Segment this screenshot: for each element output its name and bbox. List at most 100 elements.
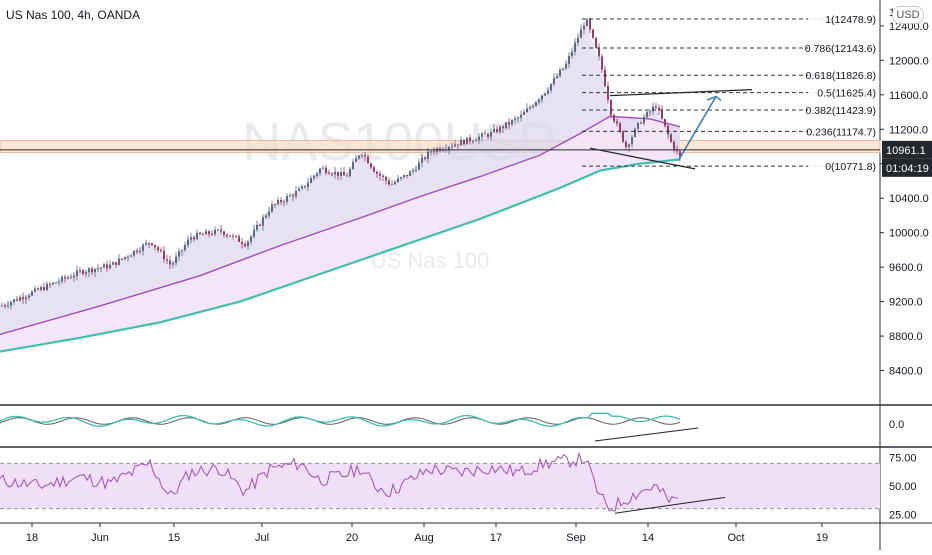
candle-body <box>355 158 357 162</box>
fib-label-bg <box>808 12 878 27</box>
candle-body <box>580 29 582 38</box>
time-tick-label: Oct <box>727 532 744 544</box>
candle-body <box>325 167 327 173</box>
candle-body <box>34 288 36 292</box>
candle-body <box>28 295 30 298</box>
candle-body <box>337 171 339 176</box>
candle-body <box>253 229 255 237</box>
candle-body <box>208 231 210 235</box>
candle-body <box>121 258 123 260</box>
candle-body <box>622 131 624 142</box>
candle-body <box>634 128 636 138</box>
candle-body <box>175 256 177 264</box>
candle-body <box>499 126 501 133</box>
candle-body <box>178 251 180 257</box>
fib-label-bg <box>808 68 878 83</box>
time-tick-label: 19 <box>816 532 828 544</box>
candle-body <box>265 215 267 218</box>
candle-body <box>244 244 246 247</box>
candle-body <box>133 250 135 256</box>
candle-body <box>169 260 171 265</box>
candle-body <box>316 173 318 176</box>
fib-label: 0.786(12143.6) <box>805 43 876 55</box>
candle-body <box>490 132 492 137</box>
candle-body <box>613 115 615 122</box>
candle-body <box>256 224 258 230</box>
candle-body <box>307 182 309 187</box>
candle-body <box>328 172 330 174</box>
candle-body <box>19 297 21 301</box>
candle-body <box>448 147 450 150</box>
candle-body <box>538 99 540 103</box>
candle-body <box>235 235 237 237</box>
candle-body <box>199 232 201 235</box>
candle-body <box>511 119 513 125</box>
candle-body <box>379 173 381 176</box>
candle-body <box>472 141 474 143</box>
candle-body <box>535 102 537 107</box>
candle-body <box>232 235 234 237</box>
candle-body <box>481 133 483 137</box>
price-tick-label: 11600.0 <box>889 90 928 102</box>
oscillator-line <box>0 412 681 427</box>
candle-body <box>16 299 18 301</box>
candle-body <box>106 264 108 269</box>
candle-body <box>154 244 156 248</box>
candle-body <box>679 151 681 157</box>
price-tick-label: 8400.0 <box>889 366 923 378</box>
chart-title: US Nas 100, 4h, OANDA <box>6 8 141 22</box>
price-tick-label: 12000.0 <box>889 55 929 67</box>
candle-body <box>238 236 240 242</box>
candle-body <box>502 126 504 129</box>
candle-body <box>226 234 228 236</box>
current-price-label: 10961.1 <box>886 145 926 157</box>
candle-body <box>40 287 42 290</box>
candle-body <box>493 129 495 133</box>
candle-body <box>361 154 363 156</box>
candle-body <box>592 29 594 38</box>
candle-body <box>295 190 297 197</box>
candle-body <box>76 270 78 276</box>
candle-body <box>220 229 222 232</box>
candle-body <box>181 250 183 252</box>
candle-body <box>166 259 168 261</box>
candle-body <box>364 154 366 157</box>
fib-label: 0.236(11174.7) <box>806 126 876 138</box>
candle-body <box>262 217 264 226</box>
candle-body <box>13 299 15 303</box>
candle-body <box>298 188 300 191</box>
candle-body <box>409 171 411 177</box>
candle-body <box>382 175 384 177</box>
candle-body <box>280 200 282 203</box>
rsi-line <box>0 451 679 512</box>
divergence-trendline <box>589 147 696 170</box>
candle-body <box>676 149 678 152</box>
candle-body <box>619 123 621 132</box>
candle-body <box>460 139 462 146</box>
candle-body <box>514 118 516 120</box>
rsi-band <box>0 463 880 509</box>
time-tick-label: Aug <box>414 532 434 544</box>
countdown-label: 01:04:19 <box>886 163 929 175</box>
candle-body <box>157 247 159 251</box>
candle-body <box>286 196 288 202</box>
time-tick-label: 18 <box>26 532 38 544</box>
candle-body <box>313 175 315 179</box>
currency-button[interactable]: USD <box>892 6 924 24</box>
candle-body <box>616 121 618 124</box>
candle-body <box>52 282 54 285</box>
candle-body <box>190 237 192 240</box>
candle-body <box>571 51 573 57</box>
fib-label: 1(12478.9) <box>825 14 876 26</box>
candle-body <box>7 305 9 307</box>
candle-body <box>523 112 525 115</box>
candle-body <box>349 168 351 177</box>
candle-body <box>136 250 138 253</box>
fib-label-bg <box>808 85 878 100</box>
fib-label: 0(10771.8) <box>825 161 876 173</box>
time-tick-label: Jul <box>255 532 269 544</box>
candle-body <box>310 178 312 183</box>
oscillator-pane <box>0 412 681 427</box>
time-tick-label: 15 <box>168 532 180 544</box>
candle-body <box>163 250 165 260</box>
